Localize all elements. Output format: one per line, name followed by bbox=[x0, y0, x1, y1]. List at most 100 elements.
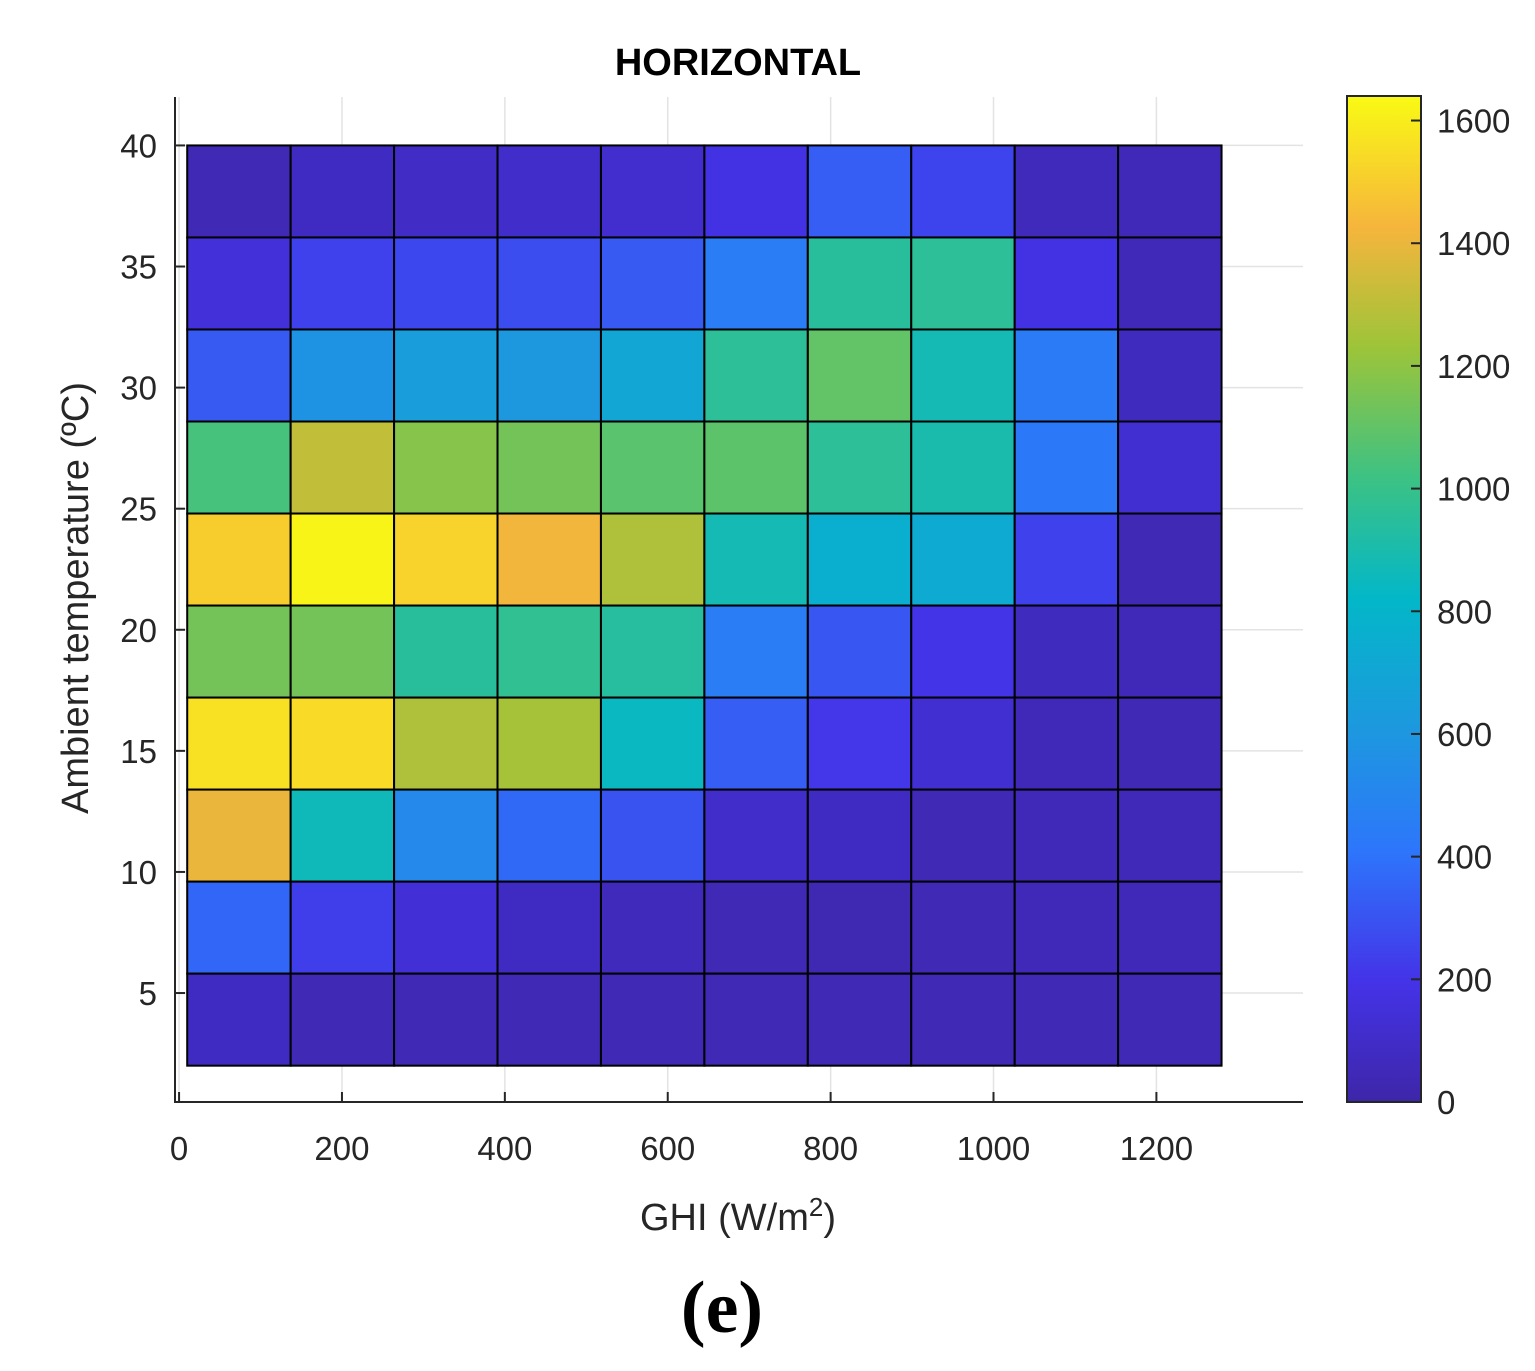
heatmap-cell bbox=[806, 420, 913, 515]
heatmap-cell bbox=[393, 236, 499, 331]
heatmap-cell bbox=[186, 236, 292, 331]
colorbar-tick-label: 400 bbox=[1437, 839, 1492, 876]
heatmap-cell bbox=[289, 144, 396, 239]
heatmap-cell bbox=[496, 696, 602, 791]
heatmap-cell bbox=[1117, 696, 1223, 791]
colorbar-tick-label: 0 bbox=[1437, 1084, 1455, 1121]
x-axis-label: GHI (W/m2) bbox=[640, 1192, 836, 1239]
heatmap-cell bbox=[393, 696, 499, 791]
y-axis-ticks: 5 10 15 20 25 30 35 40 bbox=[120, 127, 185, 1012]
heatmap-cell bbox=[289, 604, 396, 699]
heatmap-cell bbox=[599, 420, 706, 515]
x-tick-label: 400 bbox=[477, 1130, 532, 1167]
heatmap-cell bbox=[599, 512, 706, 607]
heatmap-cell bbox=[599, 144, 706, 239]
heatmap-cell bbox=[806, 880, 913, 975]
heatmap-cell bbox=[289, 972, 396, 1067]
heatmap-cell bbox=[393, 972, 499, 1067]
heatmap-cell bbox=[703, 696, 809, 791]
heatmap-cell bbox=[703, 420, 809, 515]
heatmap-cell bbox=[910, 972, 1016, 1067]
heatmap-cell bbox=[806, 236, 913, 331]
colorbar-tick-label: 1200 bbox=[1437, 348, 1510, 385]
colorbar-tick-label: 1000 bbox=[1437, 471, 1510, 508]
heatmap-cell bbox=[393, 420, 499, 515]
heatmap-cell bbox=[703, 880, 809, 975]
heatmap-cell bbox=[1013, 880, 1120, 975]
heatmap-cell bbox=[186, 512, 292, 607]
heatmap-cell bbox=[599, 972, 706, 1067]
x-tick-label: 800 bbox=[803, 1130, 858, 1167]
heatmap-cell bbox=[1013, 236, 1120, 331]
y-axis-label: Ambient temperature (ºC) bbox=[55, 382, 97, 814]
heatmap-cell bbox=[186, 972, 292, 1067]
y-tick-label: 40 bbox=[120, 127, 157, 164]
heatmap-cell bbox=[806, 512, 913, 607]
heatmap-cell bbox=[806, 604, 913, 699]
heatmap-cell bbox=[1013, 420, 1120, 515]
x-tick-label: 600 bbox=[640, 1130, 695, 1167]
heatmap-cell bbox=[1013, 788, 1120, 883]
heatmap-cell bbox=[599, 236, 706, 331]
x-axis-label-text: GHI (W/m bbox=[640, 1197, 809, 1239]
heatmap-cell bbox=[496, 880, 602, 975]
colorbar-ticks: 0 200 400 600 800 1000 1200 1400 1600 bbox=[1411, 103, 1510, 1121]
heatmap-cell bbox=[289, 236, 396, 331]
heatmap-cell bbox=[910, 512, 1016, 607]
colorbar-tick-label: 1400 bbox=[1437, 225, 1510, 262]
heatmap-cell bbox=[1013, 696, 1120, 791]
heatmap-cell bbox=[910, 788, 1016, 883]
heatmap-cell bbox=[496, 144, 602, 239]
heatmap-cell bbox=[910, 420, 1016, 515]
heatmap-cell bbox=[186, 696, 292, 791]
heatmap-cell bbox=[806, 972, 913, 1067]
heatmap-cell bbox=[393, 604, 499, 699]
heatmap-cell bbox=[496, 328, 602, 423]
heatmap-cell bbox=[599, 880, 706, 975]
colorbar-tick-label: 1600 bbox=[1437, 103, 1510, 140]
heatmap-cell bbox=[806, 328, 913, 423]
heatmap-cell bbox=[703, 328, 809, 423]
heatmap-cell bbox=[703, 604, 809, 699]
heatmap-cell bbox=[393, 144, 499, 239]
axes-frame bbox=[174, 97, 1303, 1103]
x-tick-label: 1000 bbox=[957, 1130, 1030, 1167]
heatmap-cell bbox=[1117, 972, 1223, 1067]
heatmap-cell bbox=[496, 604, 602, 699]
panel-label: (e) bbox=[681, 1267, 763, 1349]
chart-title: HORIZONTAL bbox=[615, 42, 861, 84]
x-axis-ticks: 0 200 400 600 800 1000 1200 bbox=[170, 1092, 1193, 1167]
heatmap-cell bbox=[703, 972, 809, 1067]
heatmap-cell bbox=[599, 788, 706, 883]
heatmap-cell bbox=[289, 420, 396, 515]
heatmap-cell bbox=[496, 236, 602, 331]
colorbar-tick-label: 800 bbox=[1437, 593, 1492, 630]
heatmap-cell bbox=[1117, 512, 1223, 607]
heatmap-cells bbox=[186, 144, 1223, 1067]
y-tick-label: 15 bbox=[120, 733, 157, 770]
heatmap-cell bbox=[1117, 328, 1223, 423]
y-tick-label: 25 bbox=[120, 491, 157, 528]
x-tick-label: 0 bbox=[170, 1130, 188, 1167]
heatmap-cell bbox=[599, 696, 706, 791]
heatmap-cell bbox=[806, 144, 913, 239]
heatmap-cell bbox=[1117, 236, 1223, 331]
heatmap-cell bbox=[186, 880, 292, 975]
heatmap-cell bbox=[1013, 512, 1120, 607]
heatmap-cell bbox=[393, 328, 499, 423]
y-tick-label: 30 bbox=[120, 370, 157, 407]
heatmap-cell bbox=[1117, 144, 1223, 239]
x-tick-label: 1200 bbox=[1120, 1130, 1193, 1167]
heatmap-cell bbox=[393, 512, 499, 607]
heatmap-cell bbox=[289, 512, 396, 607]
heatmap-cell bbox=[910, 328, 1016, 423]
heatmap-cell bbox=[393, 788, 499, 883]
heatmap-cell bbox=[910, 144, 1016, 239]
x-axis-label-suffix: ) bbox=[823, 1197, 836, 1239]
heatmap-cell bbox=[186, 328, 292, 423]
heatmap-cell bbox=[496, 512, 602, 607]
y-tick-label: 5 bbox=[139, 975, 157, 1012]
heatmap-cell bbox=[289, 696, 396, 791]
colorbar-tick-label: 200 bbox=[1437, 961, 1492, 998]
